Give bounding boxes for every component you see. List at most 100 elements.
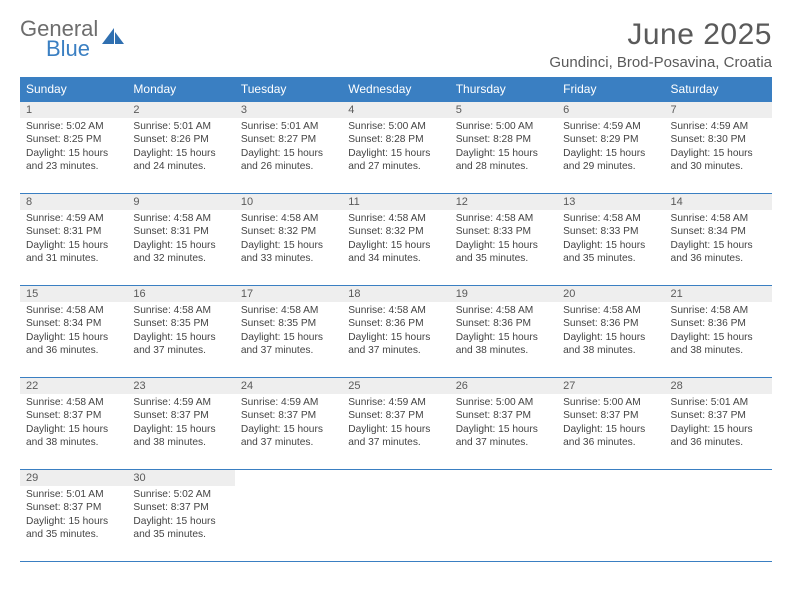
sunrise-text: Sunrise: 5:00 AM bbox=[456, 396, 551, 409]
day-body: Sunrise: 4:59 AMSunset: 8:37 PMDaylight:… bbox=[235, 394, 342, 454]
day-cell: 11Sunrise: 4:58 AMSunset: 8:32 PMDayligh… bbox=[342, 194, 449, 286]
day-cell: 12Sunrise: 4:58 AMSunset: 8:33 PMDayligh… bbox=[450, 194, 557, 286]
day-cell: 1Sunrise: 5:02 AMSunset: 8:25 PMDaylight… bbox=[20, 102, 127, 194]
sunrise-text: Sunrise: 4:58 AM bbox=[563, 212, 658, 225]
sunrise-text: Sunrise: 5:00 AM bbox=[563, 396, 658, 409]
day-number: 10 bbox=[235, 194, 342, 210]
sunset-text: Sunset: 8:37 PM bbox=[133, 409, 228, 422]
day-number: 25 bbox=[342, 378, 449, 394]
sunset-text: Sunset: 8:37 PM bbox=[26, 409, 121, 422]
day-body: Sunrise: 4:59 AMSunset: 8:30 PMDaylight:… bbox=[665, 118, 772, 178]
daylight-text: Daylight: 15 hours and 35 minutes. bbox=[133, 515, 228, 542]
day-body: Sunrise: 4:58 AMSunset: 8:33 PMDaylight:… bbox=[557, 210, 664, 270]
day-number: 12 bbox=[450, 194, 557, 210]
sunrise-text: Sunrise: 5:02 AM bbox=[26, 120, 121, 133]
day-cell: 21Sunrise: 4:58 AMSunset: 8:36 PMDayligh… bbox=[665, 286, 772, 378]
day-body: Sunrise: 4:59 AMSunset: 8:31 PMDaylight:… bbox=[20, 210, 127, 270]
day-body: Sunrise: 4:58 AMSunset: 8:35 PMDaylight:… bbox=[235, 302, 342, 362]
daylight-text: Daylight: 15 hours and 35 minutes. bbox=[26, 515, 121, 542]
weekday-header: Monday bbox=[127, 77, 234, 102]
daylight-text: Daylight: 15 hours and 36 minutes. bbox=[563, 423, 658, 450]
day-number: 16 bbox=[127, 286, 234, 302]
sunrise-text: Sunrise: 4:58 AM bbox=[26, 304, 121, 317]
sunset-text: Sunset: 8:27 PM bbox=[241, 133, 336, 146]
day-body: Sunrise: 4:58 AMSunset: 8:32 PMDaylight:… bbox=[342, 210, 449, 270]
day-body: Sunrise: 4:58 AMSunset: 8:36 PMDaylight:… bbox=[450, 302, 557, 362]
day-cell bbox=[342, 470, 449, 562]
day-body: Sunrise: 5:00 AMSunset: 8:37 PMDaylight:… bbox=[450, 394, 557, 454]
sunrise-text: Sunrise: 5:00 AM bbox=[456, 120, 551, 133]
sunrise-text: Sunrise: 5:02 AM bbox=[133, 488, 228, 501]
sunset-text: Sunset: 8:36 PM bbox=[456, 317, 551, 330]
day-cell: 8Sunrise: 4:59 AMSunset: 8:31 PMDaylight… bbox=[20, 194, 127, 286]
daylight-text: Daylight: 15 hours and 38 minutes. bbox=[456, 331, 551, 358]
daylight-text: Daylight: 15 hours and 38 minutes. bbox=[26, 423, 121, 450]
day-body: Sunrise: 4:58 AMSunset: 8:33 PMDaylight:… bbox=[450, 210, 557, 270]
sunrise-text: Sunrise: 4:58 AM bbox=[456, 304, 551, 317]
day-body: Sunrise: 4:58 AMSunset: 8:32 PMDaylight:… bbox=[235, 210, 342, 270]
sunrise-text: Sunrise: 4:58 AM bbox=[456, 212, 551, 225]
sunset-text: Sunset: 8:30 PM bbox=[671, 133, 766, 146]
sunrise-text: Sunrise: 4:59 AM bbox=[348, 396, 443, 409]
day-cell: 22Sunrise: 4:58 AMSunset: 8:37 PMDayligh… bbox=[20, 378, 127, 470]
day-cell: 13Sunrise: 4:58 AMSunset: 8:33 PMDayligh… bbox=[557, 194, 664, 286]
day-cell: 17Sunrise: 4:58 AMSunset: 8:35 PMDayligh… bbox=[235, 286, 342, 378]
daylight-text: Daylight: 15 hours and 28 minutes. bbox=[456, 147, 551, 174]
location-label: Gundinci, Brod-Posavina, Croatia bbox=[549, 54, 772, 71]
sunrise-text: Sunrise: 4:59 AM bbox=[563, 120, 658, 133]
day-number: 30 bbox=[127, 470, 234, 486]
weekday-header-row: Sunday Monday Tuesday Wednesday Thursday… bbox=[20, 77, 772, 102]
day-number: 2 bbox=[127, 102, 234, 118]
sunset-text: Sunset: 8:28 PM bbox=[456, 133, 551, 146]
sunrise-text: Sunrise: 4:58 AM bbox=[348, 212, 443, 225]
sunset-text: Sunset: 8:28 PM bbox=[348, 133, 443, 146]
day-cell: 28Sunrise: 5:01 AMSunset: 8:37 PMDayligh… bbox=[665, 378, 772, 470]
sunset-text: Sunset: 8:37 PM bbox=[671, 409, 766, 422]
day-number: 15 bbox=[20, 286, 127, 302]
header: General Blue June 2025 Gundinci, Brod-Po… bbox=[20, 18, 772, 71]
day-cell: 2Sunrise: 5:01 AMSunset: 8:26 PMDaylight… bbox=[127, 102, 234, 194]
sunset-text: Sunset: 8:37 PM bbox=[26, 501, 121, 514]
sunset-text: Sunset: 8:26 PM bbox=[133, 133, 228, 146]
day-cell: 27Sunrise: 5:00 AMSunset: 8:37 PMDayligh… bbox=[557, 378, 664, 470]
day-cell bbox=[665, 470, 772, 562]
sunset-text: Sunset: 8:31 PM bbox=[26, 225, 121, 238]
week-row: 1Sunrise: 5:02 AMSunset: 8:25 PMDaylight… bbox=[20, 102, 772, 194]
sunset-text: Sunset: 8:34 PM bbox=[26, 317, 121, 330]
day-number: 13 bbox=[557, 194, 664, 210]
day-number: 8 bbox=[20, 194, 127, 210]
weekday-header: Wednesday bbox=[342, 77, 449, 102]
day-body: Sunrise: 5:01 AMSunset: 8:27 PMDaylight:… bbox=[235, 118, 342, 178]
sunrise-text: Sunrise: 4:59 AM bbox=[241, 396, 336, 409]
daylight-text: Daylight: 15 hours and 35 minutes. bbox=[456, 239, 551, 266]
day-cell: 24Sunrise: 4:59 AMSunset: 8:37 PMDayligh… bbox=[235, 378, 342, 470]
daylight-text: Daylight: 15 hours and 38 minutes. bbox=[563, 331, 658, 358]
daylight-text: Daylight: 15 hours and 37 minutes. bbox=[348, 331, 443, 358]
sunset-text: Sunset: 8:37 PM bbox=[241, 409, 336, 422]
sunset-text: Sunset: 8:34 PM bbox=[671, 225, 766, 238]
sunrise-text: Sunrise: 4:59 AM bbox=[671, 120, 766, 133]
day-number: 23 bbox=[127, 378, 234, 394]
day-number: 4 bbox=[342, 102, 449, 118]
day-body: Sunrise: 4:59 AMSunset: 8:37 PMDaylight:… bbox=[127, 394, 234, 454]
day-body: Sunrise: 4:59 AMSunset: 8:37 PMDaylight:… bbox=[342, 394, 449, 454]
sunset-text: Sunset: 8:33 PM bbox=[456, 225, 551, 238]
day-number: 1 bbox=[20, 102, 127, 118]
day-cell: 16Sunrise: 4:58 AMSunset: 8:35 PMDayligh… bbox=[127, 286, 234, 378]
day-number: 18 bbox=[342, 286, 449, 302]
title-block: June 2025 Gundinci, Brod-Posavina, Croat… bbox=[549, 18, 772, 71]
day-number: 22 bbox=[20, 378, 127, 394]
day-number: 11 bbox=[342, 194, 449, 210]
day-body: Sunrise: 4:58 AMSunset: 8:36 PMDaylight:… bbox=[342, 302, 449, 362]
weekday-header: Sunday bbox=[20, 77, 127, 102]
day-cell: 14Sunrise: 4:58 AMSunset: 8:34 PMDayligh… bbox=[665, 194, 772, 286]
daylight-text: Daylight: 15 hours and 38 minutes. bbox=[671, 331, 766, 358]
day-number: 26 bbox=[450, 378, 557, 394]
sunset-text: Sunset: 8:37 PM bbox=[348, 409, 443, 422]
sunrise-text: Sunrise: 4:59 AM bbox=[26, 212, 121, 225]
day-cell: 15Sunrise: 4:58 AMSunset: 8:34 PMDayligh… bbox=[20, 286, 127, 378]
sunset-text: Sunset: 8:32 PM bbox=[241, 225, 336, 238]
daylight-text: Daylight: 15 hours and 27 minutes. bbox=[348, 147, 443, 174]
day-body: Sunrise: 4:58 AMSunset: 8:37 PMDaylight:… bbox=[20, 394, 127, 454]
day-cell: 26Sunrise: 5:00 AMSunset: 8:37 PMDayligh… bbox=[450, 378, 557, 470]
